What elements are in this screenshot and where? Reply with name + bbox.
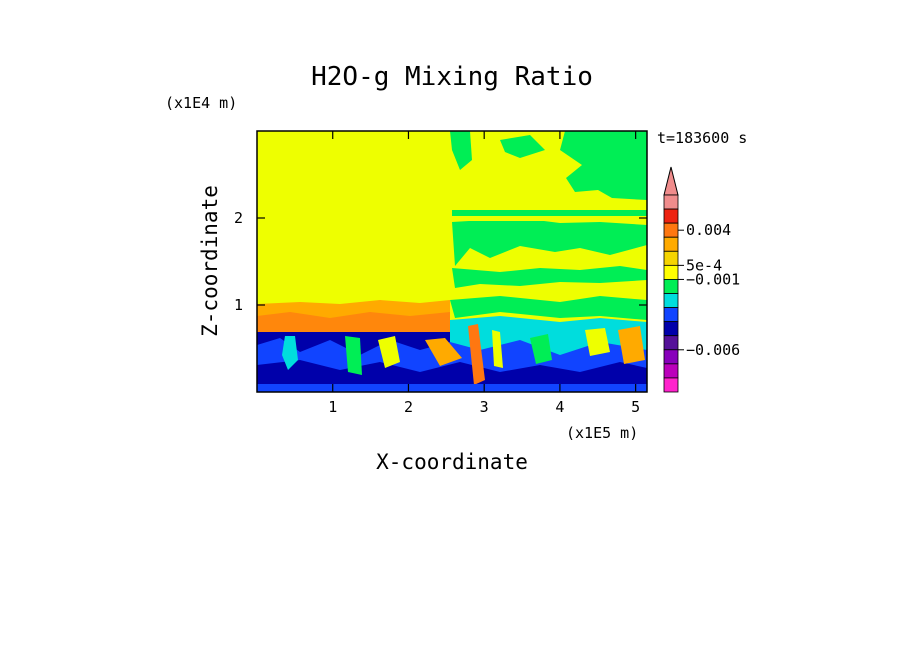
plume-9 (618, 326, 645, 364)
green-patch-top (560, 131, 647, 200)
y-scale-note: (x1E4 m) (165, 94, 237, 112)
colorbar-label: 0.004 (686, 221, 731, 239)
colorbar-label: −0.001 (686, 270, 740, 288)
plume-8 (585, 328, 610, 356)
green-streak-top (450, 131, 472, 170)
surface-strip (257, 384, 647, 392)
colorbar-swatch (663, 264, 679, 280)
colorbar-swatch (663, 321, 679, 337)
x-axis-title: X-coordinate (376, 450, 528, 474)
plot-frame (256, 130, 648, 393)
colorbar-label: 5e-4 (686, 256, 722, 274)
x-tick-label: 4 (555, 398, 564, 416)
colorbar-swatch (663, 335, 679, 351)
colorbar-extend-arrow (663, 166, 679, 196)
plume-2 (345, 336, 362, 375)
green-line-a (452, 210, 647, 216)
colorbar: 0.004 5e-4−0.001 −0.006 (663, 166, 740, 393)
colorbar-swatch (663, 236, 679, 252)
x-tick-label: 3 (480, 398, 489, 416)
colorbar-swatch (663, 363, 679, 379)
chart-title: H2O-g Mixing Ratio (311, 62, 593, 92)
y-axis-title: Z-coordinate (198, 185, 222, 337)
colorbar-swatch (663, 307, 679, 323)
y-tick-label: 2 (234, 209, 243, 227)
colorbar-swatch (663, 194, 679, 210)
yellow-line-a (452, 218, 647, 221)
green-band-low (452, 266, 647, 288)
x-tick-label: 5 (631, 398, 640, 416)
green-transition-right (450, 296, 647, 320)
x-tick-label: 1 (328, 398, 337, 416)
colorbar-swatch (663, 279, 679, 294)
colorbar-swatch (663, 222, 679, 238)
y-tick-label: 1 (234, 296, 243, 314)
orange-dark-transition (257, 312, 450, 333)
colorbar-swatch (663, 208, 679, 224)
time-label: t=183600 s (657, 129, 747, 147)
colorbar-swatch (663, 293, 679, 308)
y-ticks: 12 (234, 209, 647, 314)
colorbar-swatch (663, 377, 679, 393)
x-ticks: 1 2 3 4 5 (328, 131, 640, 416)
green-blob-a (500, 135, 545, 158)
plume-7 (530, 334, 552, 364)
colorbar-swatch (663, 250, 679, 266)
colorbar-swatch (663, 349, 679, 365)
contour-field (257, 131, 647, 392)
colorbar-label: −0.006 (686, 341, 740, 359)
green-band-mid (452, 218, 647, 266)
plume-4 (425, 338, 462, 366)
x-scale-note: (x1E5 m) (566, 424, 638, 442)
plume-3 (378, 336, 400, 368)
x-tick-label: 2 (404, 398, 413, 416)
plume-6 (492, 330, 503, 368)
plume-1 (282, 336, 298, 370)
plume-5 (468, 324, 485, 385)
